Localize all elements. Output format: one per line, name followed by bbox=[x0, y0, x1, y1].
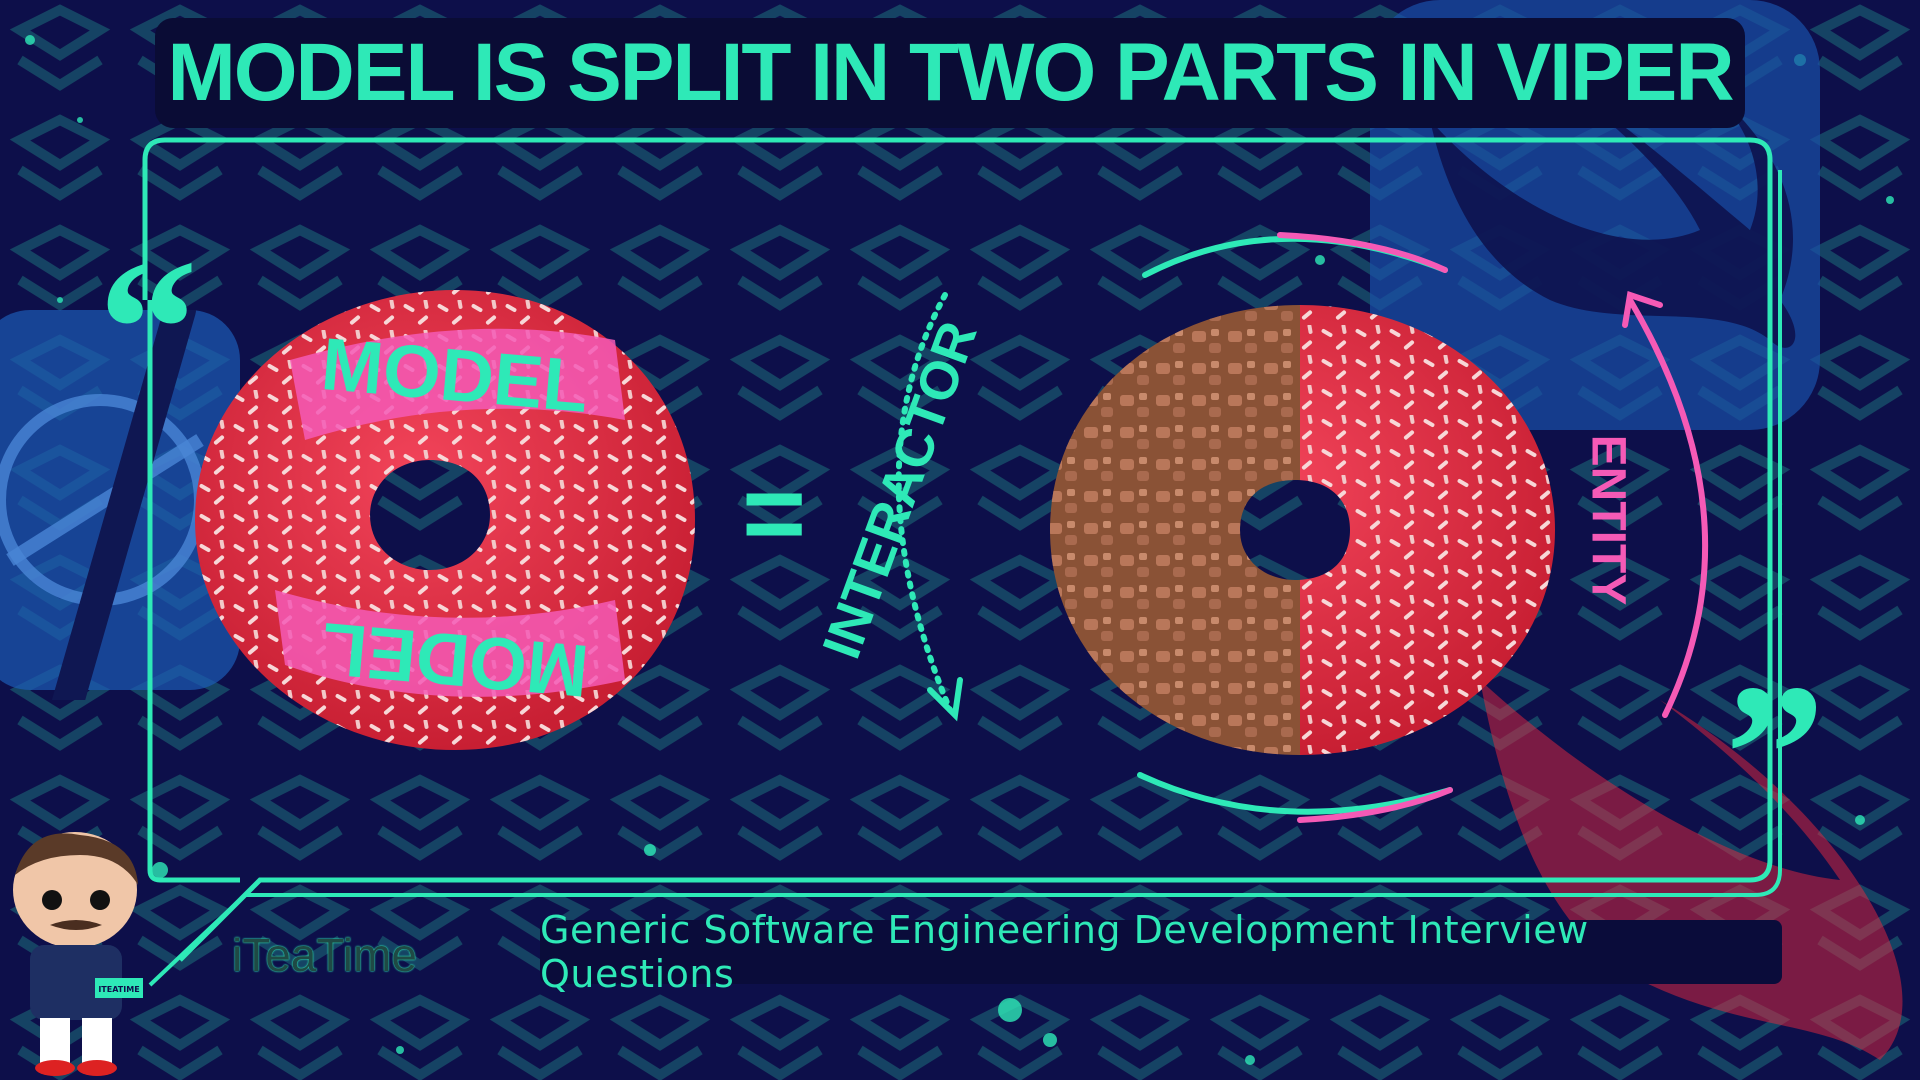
split-donut bbox=[1050, 305, 1555, 755]
funko-avatar: ITEATIME bbox=[13, 832, 143, 1076]
page-title: MODEL IS SPLIT IN TWO PARTS IN VIPER bbox=[167, 27, 1734, 118]
model-donut bbox=[195, 290, 695, 750]
entity-label: ENTITY bbox=[1581, 434, 1635, 606]
close-quote-mark: ” bbox=[1725, 644, 1825, 865]
subtitle-text: Generic Software Engineering Development… bbox=[540, 908, 1589, 996]
subtitle-banner: Generic Software Engineering Development… bbox=[540, 908, 1782, 996]
equals-sign: = bbox=[742, 452, 807, 575]
brand-name: iTeaTime bbox=[232, 929, 417, 981]
title-banner: MODEL IS SPLIT IN TWO PARTS IN VIPER bbox=[155, 18, 1745, 128]
xcode-logo bbox=[0, 310, 240, 700]
open-quote-mark: “ bbox=[98, 219, 198, 440]
shirt-text: ITEATIME bbox=[98, 985, 139, 994]
swift-logo-red bbox=[1480, 680, 1903, 1060]
